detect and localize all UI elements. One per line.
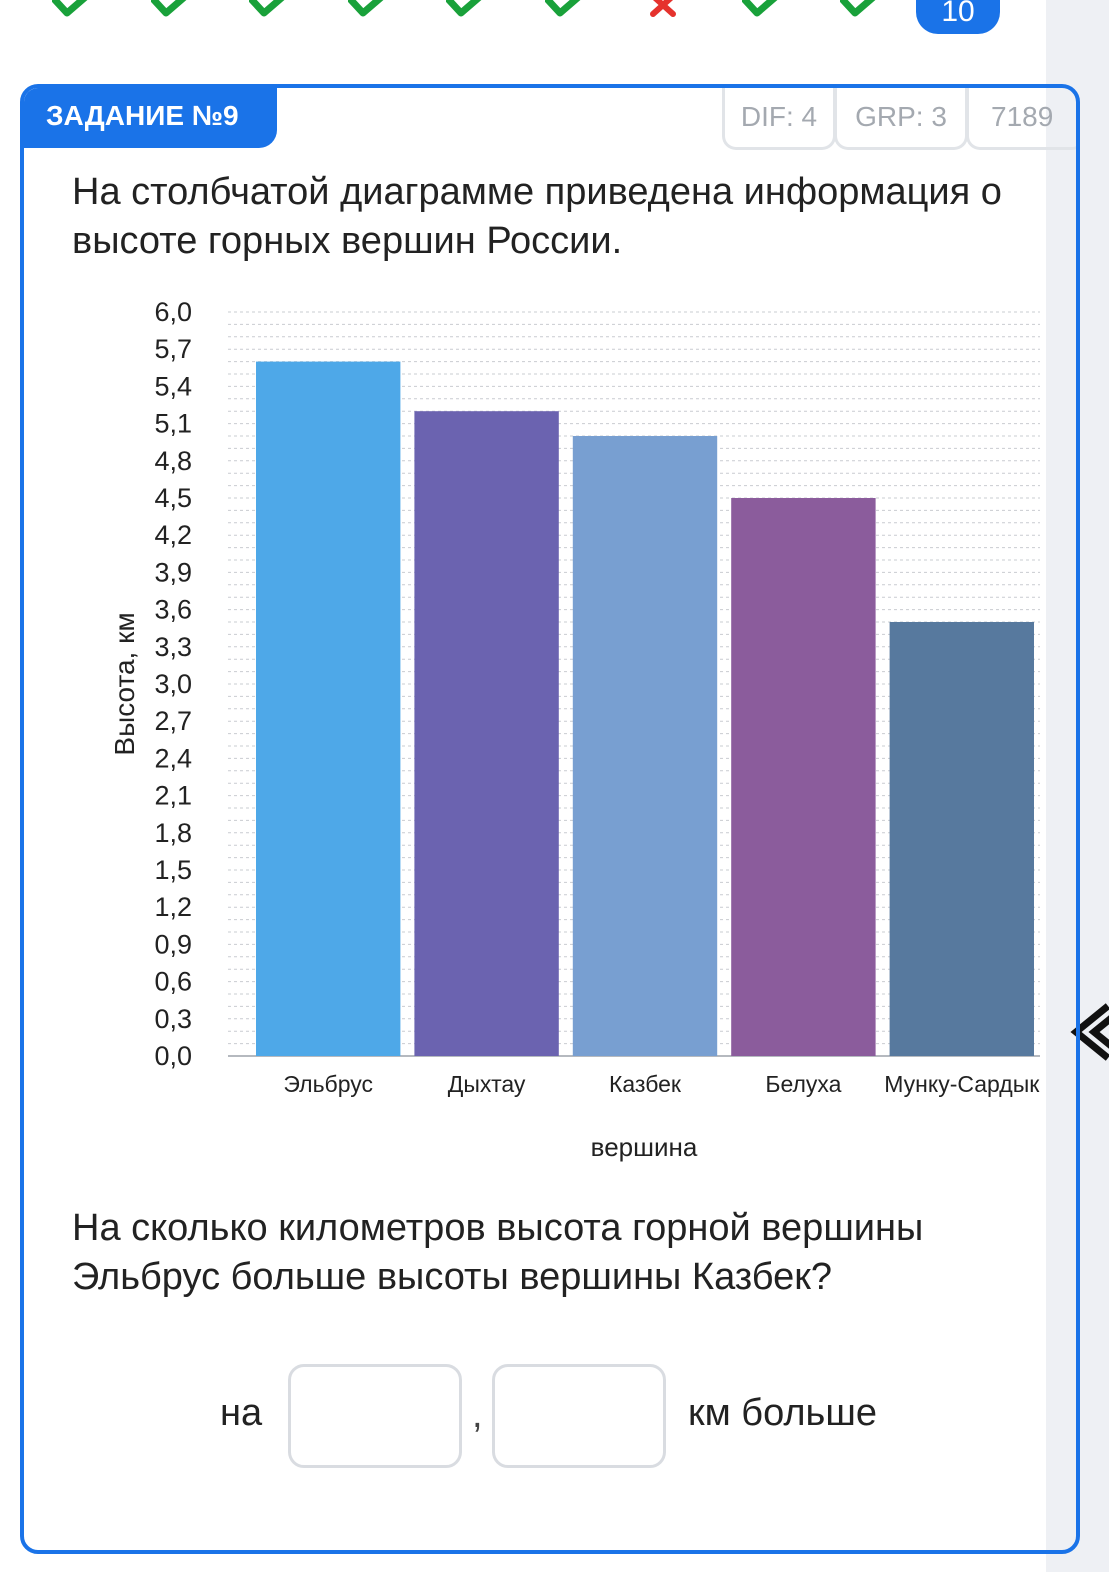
y-tick-label: 1,2 (154, 892, 192, 922)
x-tick-label: Эльбрус (283, 1071, 373, 1097)
check-icon[interactable] (544, 0, 585, 20)
answer-decimal-separator: , (472, 1394, 483, 1436)
bar-chart-svg: 0,0 0,3 0,6 0,9 1,2 1,5 1,8 2,1 2,4 2,7 3,0 3,3 3,6 3… (109, 297, 1040, 1162)
y-tick-label: 4,5 (154, 483, 192, 513)
bar (572, 436, 718, 1056)
x-tick-label: Дыхтау (448, 1071, 526, 1097)
check-icon[interactable] (150, 0, 191, 20)
x-tick-label: Белуха (765, 1071, 841, 1097)
check-icon[interactable] (347, 0, 388, 20)
y-tick-label: 1,8 (154, 818, 192, 848)
question-text: На сколько километров высота горной верш… (72, 1207, 924, 1298)
check-icon[interactable] (741, 0, 782, 20)
y-tick-label: 3,0 (154, 669, 192, 699)
bar (256, 361, 401, 1057)
y-tick-label: 2,1 (154, 781, 192, 811)
difficulty-badge: DIF: 4 (722, 88, 836, 150)
x-axis-title: вершина (591, 1132, 698, 1162)
answer-prefix: на (220, 1392, 263, 1434)
progress-strip: 10 (0, 0, 1046, 60)
check-icon[interactable] (249, 0, 289, 20)
y-tick-label: 5,4 (154, 371, 192, 401)
y-tick-label: 0,0 (154, 1041, 192, 1071)
answer-fraction-input[interactable] (492, 1364, 666, 1468)
y-tick-label: 3,6 (154, 595, 192, 625)
y-tick-label: 5,1 (154, 409, 192, 439)
group-badge: GRP: 3 (834, 88, 968, 150)
y-tick-label: 4,2 (154, 520, 192, 550)
bar (414, 411, 559, 1056)
check-icon[interactable] (840, 0, 880, 20)
task-id-badge: 7189 (966, 88, 1076, 150)
y-tick-label: 1,5 (154, 855, 192, 885)
cross-icon[interactable] (643, 0, 683, 20)
y-tick-label: 6,0 (154, 297, 192, 327)
y-tick-label: 2,4 (154, 743, 192, 773)
answer-integer-input[interactable] (288, 1364, 462, 1468)
question-intro: На столбчатой диаграмме приведена информ… (72, 171, 1002, 262)
x-tick-label: Мунку-Сардык (884, 1071, 1040, 1097)
y-tick-label: 5,7 (154, 334, 192, 364)
bar (731, 498, 876, 1056)
y-axis-title: Высота, км (109, 612, 140, 755)
y-tick-label: 0,3 (154, 1004, 192, 1034)
task-number-badge: ЗАДАНИЕ №9 (24, 88, 277, 148)
y-tick-label: 3,9 (154, 557, 192, 587)
check-icon[interactable] (446, 0, 486, 20)
answer-row: на , км больше (24, 1364, 1076, 1474)
y-tick-label: 2,7 (154, 706, 192, 736)
bar (889, 622, 1034, 1056)
y-tick-label: 3,3 (154, 632, 192, 662)
y-tick-label: 0,6 (154, 967, 192, 997)
task-card: ЗАДАНИЕ №9 DIF: 4 GRP: 3 7189 На столбча… (20, 84, 1080, 1554)
y-tick-label: 4,8 (154, 446, 192, 476)
answer-suffix: км больше (688, 1392, 877, 1434)
y-tick-label: 0,9 (154, 929, 192, 959)
current-task-badge[interactable]: 10 (916, 0, 1000, 34)
bar-chart: 0,0 0,3 0,6 0,9 1,2 1,5 1,8 2,1 2,4 2,7 3,0 3,3 3,6 3… (82, 286, 1062, 1166)
check-icon[interactable] (52, 0, 92, 20)
x-tick-label: Казбек (609, 1071, 682, 1097)
